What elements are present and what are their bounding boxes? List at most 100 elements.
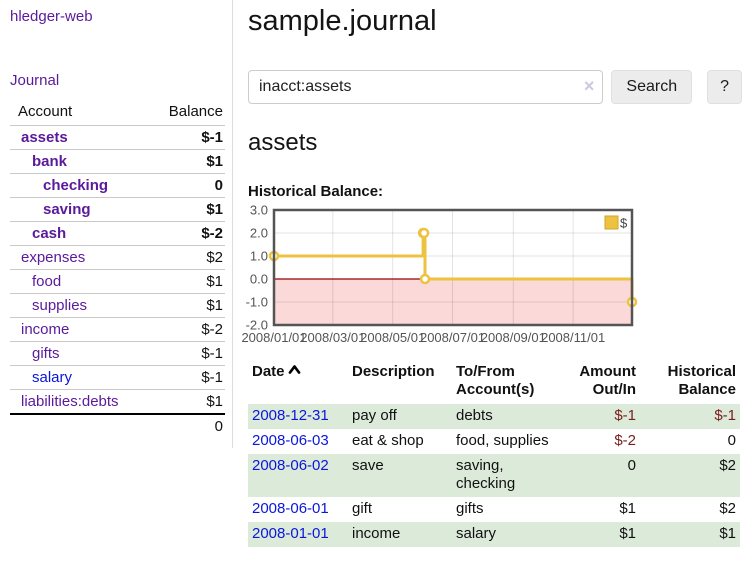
- main-panel: sample.journal × Search ? assets Histori…: [241, 0, 742, 547]
- register-row: 2008-06-03 eat & shop food, supplies $-2 0: [248, 429, 740, 454]
- y-tick-label: 0.0: [250, 272, 268, 287]
- sidebar-account-link[interactable]: liabilities:debts: [21, 393, 119, 410]
- y-tick-label: 3.0: [250, 204, 268, 218]
- register-accounts-cell: salary: [456, 525, 497, 542]
- register-header-amount: Amount Out/In: [579, 363, 636, 398]
- app-title-link[interactable]: hledger-web: [10, 8, 93, 25]
- sidebar-item-journal[interactable]: Journal: [10, 72, 60, 89]
- register-balance-cell: $2: [719, 457, 736, 474]
- account-name-cell: expenses: [10, 246, 146, 270]
- account-balance: $-2: [201, 225, 223, 242]
- sort-ascending-icon: [288, 365, 300, 374]
- register-date-cell: 2008-12-31: [248, 404, 348, 429]
- account-balance: $1: [206, 153, 223, 170]
- register-header-description: Description: [352, 363, 435, 380]
- account-name-cell: income: [10, 318, 146, 342]
- clear-search-icon[interactable]: ×: [583, 76, 595, 96]
- account-name-cell: salary: [10, 366, 146, 390]
- account-name-cell: saving: [10, 198, 146, 222]
- x-tick-label: 2008/11/01: [541, 330, 605, 345]
- register-amount-cell: $-2: [614, 432, 636, 449]
- register-description-cell: eat & shop: [352, 432, 424, 449]
- account-name-cell: liabilities:debts: [10, 390, 146, 415]
- accounts-total-row: 0: [10, 414, 225, 438]
- sidebar-account-link[interactable]: income: [21, 321, 70, 338]
- account-name-cell: checking: [10, 174, 146, 198]
- data-point-marker: [419, 273, 431, 285]
- register-header-balance: Historical Balance: [667, 363, 736, 398]
- register-date-cell: 2008-06-01: [248, 497, 348, 522]
- account-balance: $2: [206, 249, 223, 266]
- sidebar-account-link[interactable]: checking: [43, 177, 109, 194]
- transaction-date-link[interactable]: 2008-01-01: [252, 525, 329, 542]
- sidebar-account-link[interactable]: saving: [43, 201, 91, 218]
- register-header-accounts: To/From Account(s): [456, 363, 535, 398]
- y-tick-label: 2.0: [250, 226, 268, 241]
- help-button[interactable]: ?: [707, 70, 742, 104]
- register-header-date[interactable]: Date: [248, 361, 348, 404]
- transaction-date-link[interactable]: 2008-06-02: [252, 457, 329, 474]
- sidebar-account-link[interactable]: food: [32, 273, 62, 290]
- y-tick-label: -1.0: [246, 295, 268, 310]
- account-balance: $1: [206, 297, 223, 314]
- plot-border: [272, 208, 634, 327]
- account-name-cell: food: [10, 270, 146, 294]
- register-amount-cell: $1: [619, 525, 636, 542]
- search-input[interactable]: [248, 70, 604, 104]
- register-header-row: Date Description To/From Account(s) Amou…: [248, 361, 740, 404]
- transaction-date-link[interactable]: 2008-06-01: [252, 500, 329, 517]
- accounts-header-row: Account Balance: [10, 101, 225, 126]
- register-accounts-cell: saving, checking: [456, 457, 516, 492]
- negative-region: [274, 279, 632, 325]
- y-tick-label: 1.0: [250, 249, 268, 264]
- search-button[interactable]: Search: [611, 70, 693, 104]
- sidebar-account-link[interactable]: assets: [21, 129, 68, 146]
- account-name-cell: assets: [10, 126, 146, 150]
- account-balance: $1: [206, 201, 223, 218]
- account-row: liabilities:debts $1: [10, 389, 225, 415]
- historical-balance-chart[interactable]: 2008/01/01 2008/03/01 2008/05/01 2008/07/01…: [240, 204, 742, 348]
- account-row: bank $1: [10, 149, 225, 174]
- legend-swatch: [604, 215, 619, 230]
- sidebar-account-link[interactable]: bank: [32, 153, 68, 170]
- chart-label: Historical Balance:: [248, 183, 384, 200]
- accounts-total-value: 0: [214, 418, 223, 435]
- account-balance: $-1: [201, 129, 223, 146]
- account-balance: $1: [206, 273, 223, 290]
- register-date-cell: 2008-06-02: [248, 454, 348, 497]
- register-amount-cell: 0: [627, 457, 636, 474]
- register-date-cell: 2008-06-03: [248, 429, 348, 454]
- account-row: saving $1: [10, 197, 225, 222]
- sidebar-account-link[interactable]: salary: [32, 369, 73, 386]
- account-title: assets: [248, 129, 318, 156]
- account-balance: $-1: [201, 345, 223, 362]
- account-balance: $1: [206, 393, 223, 410]
- transaction-date-link[interactable]: 2008-12-31: [252, 407, 329, 424]
- accounts-header-account: Account: [18, 103, 73, 120]
- sidebar-account-link[interactable]: gifts: [32, 345, 60, 362]
- register-description-cell: save: [352, 457, 384, 474]
- sidebar: hledger-web Journal Account Balance asse…: [0, 0, 233, 448]
- account-balance: $-1: [201, 369, 223, 386]
- account-row: food $1: [10, 269, 225, 294]
- register-balance-cell: 0: [727, 432, 736, 449]
- search-box: ×: [248, 70, 604, 104]
- data-point-marker: [418, 227, 430, 239]
- register-row: 2008-06-02 save saving, checking 0 $2: [248, 454, 740, 497]
- account-name-cell: bank: [10, 150, 146, 174]
- x-tick-label: 2008/05/01: [360, 330, 425, 345]
- accounts-total-spacer: [10, 414, 146, 438]
- account-name-cell: gifts: [10, 342, 146, 366]
- sidebar-account-link[interactable]: cash: [32, 225, 67, 242]
- x-tick-label: 2008/03/01: [300, 330, 365, 345]
- account-row: gifts $-1: [10, 341, 225, 366]
- sidebar-account-link[interactable]: expenses: [21, 249, 86, 266]
- register-row: 2008-01-01 income salary $1 $1: [248, 522, 740, 547]
- register-row: 2008-06-01 gift gifts $1 $2: [248, 497, 740, 522]
- date-header-label: Date: [252, 363, 285, 380]
- register-accounts-cell: debts: [456, 407, 493, 424]
- register-amount-cell: $1: [619, 500, 636, 517]
- transaction-date-link[interactable]: 2008-06-03: [252, 432, 329, 449]
- account-row: expenses $2: [10, 245, 225, 270]
- sidebar-account-link[interactable]: supplies: [32, 297, 88, 314]
